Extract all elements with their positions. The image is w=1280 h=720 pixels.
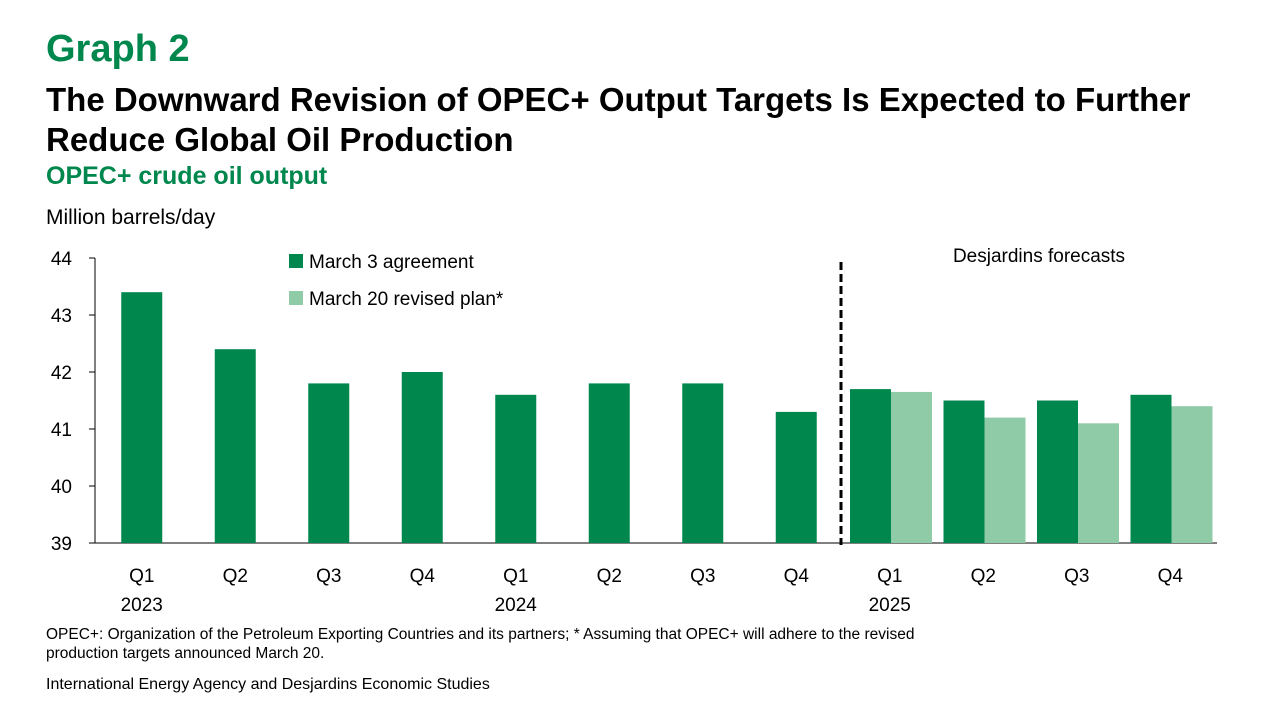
bar-march-3-agreement xyxy=(1037,400,1078,543)
x-tick-label: Q4 xyxy=(410,566,436,587)
bar-march-3-agreement xyxy=(214,349,256,543)
bar-march-20-revised-plan xyxy=(984,417,1026,543)
legend-label: March 20 revised plan* xyxy=(309,289,504,310)
bar-march-3-agreement xyxy=(495,394,537,543)
bar-march-3-agreement xyxy=(850,389,891,543)
x-tick-label: Q1 xyxy=(503,566,528,587)
chart-notes: OPEC+: Organization of the Petroleum Exp… xyxy=(46,626,915,662)
x-year-label: 2025 xyxy=(869,595,911,616)
y-tick-label: 42 xyxy=(51,363,72,384)
y-axis-unit-label: Million barrels/day xyxy=(46,206,216,229)
bar-march-20-revised-plan xyxy=(1171,406,1213,543)
x-tick-label: Q1 xyxy=(129,566,154,587)
x-year-label: 2023 xyxy=(121,595,163,616)
legend-swatch xyxy=(289,291,303,305)
bar-march-3-agreement xyxy=(943,400,985,543)
x-year-label: 2024 xyxy=(495,595,538,616)
x-tick-label: Q4 xyxy=(784,566,810,587)
bar-march-3-agreement xyxy=(401,372,443,543)
y-tick-label: 44 xyxy=(51,249,73,270)
bar-march-3-agreement xyxy=(308,383,350,543)
x-tick-label: Q2 xyxy=(223,566,248,587)
bar-march-20-revised-plan xyxy=(1078,423,1119,543)
x-tick-label: Q3 xyxy=(1064,566,1089,587)
bar-march-3-agreement xyxy=(588,383,630,543)
graph-label: Graph 2 xyxy=(46,28,190,70)
legend-label: March 3 agreement xyxy=(309,252,474,273)
bar-march-20-revised-plan xyxy=(891,391,932,543)
forecast-annotation: Desjardins forecasts xyxy=(953,246,1125,267)
bar-march-3-agreement xyxy=(121,292,163,543)
x-tick-label: Q2 xyxy=(971,566,996,587)
y-tick-label: 39 xyxy=(51,534,72,555)
x-tick-label: Q1 xyxy=(877,566,902,587)
bar-march-3-agreement xyxy=(1130,394,1172,543)
y-tick-label: 41 xyxy=(51,420,72,441)
y-tick-label: 40 xyxy=(51,477,72,498)
y-tick-label: 43 xyxy=(51,306,72,327)
x-tick-label: Q2 xyxy=(597,566,622,587)
chart-source: International Energy Agency and Desjardi… xyxy=(46,676,490,693)
chart-title: The Downward Revision of OPEC+ Output Ta… xyxy=(46,81,1191,158)
x-tick-label: Q4 xyxy=(1158,566,1184,587)
legend-swatch xyxy=(289,254,303,268)
bar-march-3-agreement xyxy=(682,383,724,543)
chart-subtitle: OPEC+ crude oil output xyxy=(46,162,328,190)
x-tick-label: Q3 xyxy=(690,566,715,587)
x-tick-label: Q3 xyxy=(316,566,341,587)
bar-march-3-agreement xyxy=(775,411,817,543)
